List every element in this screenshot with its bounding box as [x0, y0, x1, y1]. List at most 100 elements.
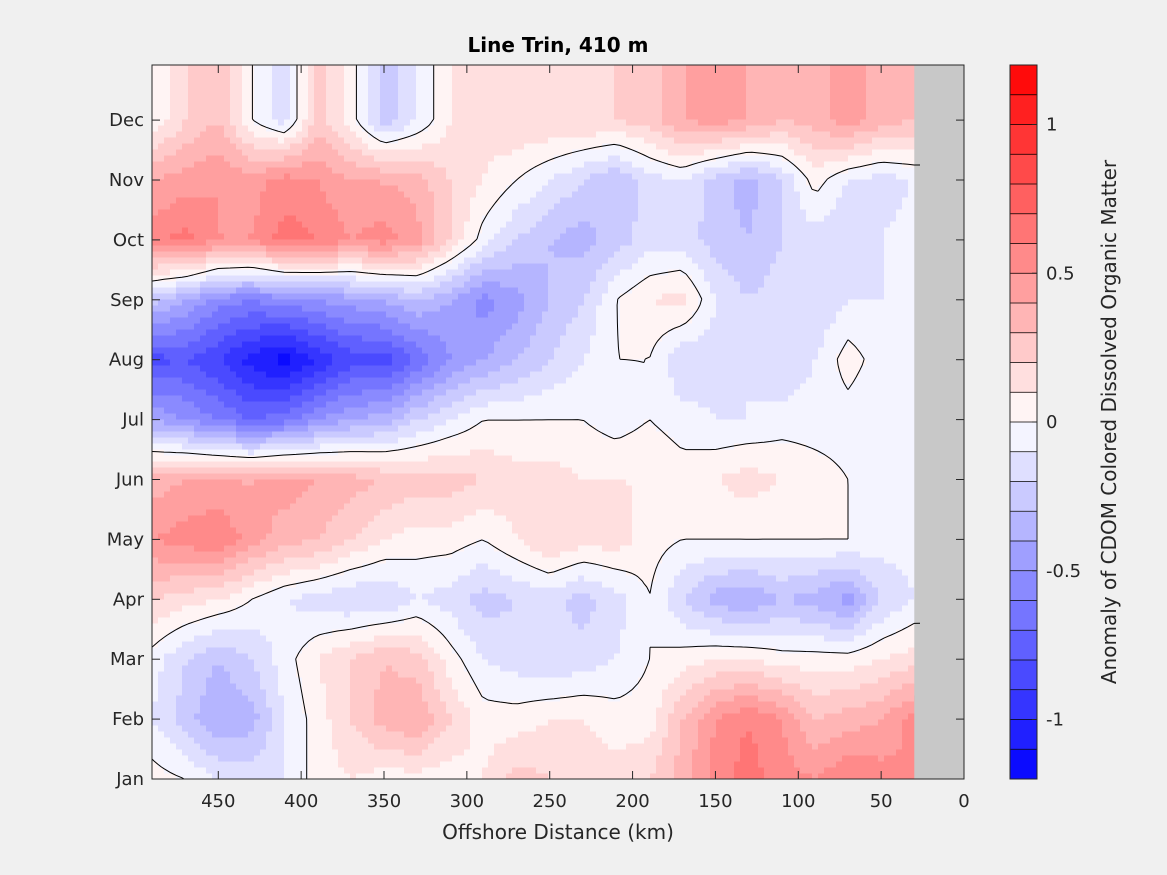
contour-cell	[506, 713, 513, 720]
contour-cell	[212, 551, 219, 558]
contour-cell	[470, 617, 477, 624]
contour-cell	[644, 545, 651, 552]
contour-cell	[272, 683, 279, 690]
contour-cell	[176, 647, 183, 654]
contour-cell	[872, 677, 879, 684]
contour-cell	[830, 557, 837, 564]
contour-cell	[422, 707, 429, 714]
contour-cell	[500, 713, 507, 720]
contour-cell	[728, 671, 735, 678]
contour-cell	[260, 683, 267, 690]
contour-cell	[686, 677, 693, 684]
contour-cell	[848, 593, 855, 600]
contour-cell	[350, 761, 357, 768]
contour-cell	[656, 665, 663, 672]
contour-cell	[734, 563, 741, 570]
contour-cell	[656, 587, 663, 594]
contour-cell	[608, 635, 615, 642]
contour-cell	[902, 641, 909, 648]
contour-cell	[668, 629, 675, 636]
contour-cell	[566, 755, 573, 762]
contour-cell	[284, 593, 291, 600]
contour-cell	[326, 719, 333, 726]
contour-cell	[644, 611, 651, 618]
contour-cell	[176, 737, 183, 744]
contour-cell	[902, 743, 909, 750]
contour-cell	[800, 695, 807, 702]
contour-cell	[710, 647, 717, 654]
contour-cell	[422, 635, 429, 642]
contour-cell	[380, 707, 387, 714]
contour-cell	[776, 623, 783, 630]
contour-cell	[566, 737, 573, 744]
contour-cell	[608, 575, 615, 582]
contour-cell	[260, 581, 267, 588]
contour-cell	[824, 617, 831, 624]
contour-cell	[842, 575, 849, 582]
contour-cell	[566, 647, 573, 654]
contour-cell	[668, 767, 675, 774]
contour-cell	[278, 593, 285, 600]
contour-cell	[296, 743, 303, 750]
contour-cell	[470, 671, 477, 678]
contour-cell	[476, 761, 483, 768]
contour-cell	[350, 737, 357, 744]
contour-cell	[764, 635, 771, 642]
contour-cell	[662, 767, 669, 774]
contour-cell	[314, 647, 321, 654]
contour-cell	[842, 695, 849, 702]
contour-cell	[398, 611, 405, 618]
contour-cell	[656, 713, 663, 720]
contour-cell	[368, 659, 375, 666]
contour-cell	[764, 557, 771, 564]
contour-cell	[716, 689, 723, 696]
contour-cell	[302, 605, 309, 612]
contour-cell	[548, 677, 555, 684]
contour-cell	[440, 773, 447, 780]
contour-cell	[494, 761, 501, 768]
contour-cell	[296, 569, 303, 576]
contour-cell	[752, 701, 759, 708]
contour-cell	[878, 707, 885, 714]
contour-cell	[176, 701, 183, 708]
contour-cell	[884, 701, 891, 708]
contour-cell	[908, 671, 915, 678]
contour-cell	[566, 557, 573, 564]
contour-cell	[818, 605, 825, 612]
contour-cell	[800, 629, 807, 636]
contour-cell	[452, 767, 459, 774]
contour-cell	[530, 617, 537, 624]
contour-cell	[548, 623, 555, 630]
contour-cell	[590, 605, 597, 612]
contour-cell	[908, 731, 915, 738]
contour-cell	[278, 587, 285, 594]
contour-cell	[308, 653, 315, 660]
contour-cell	[290, 767, 297, 774]
contour-cell	[572, 767, 579, 774]
contour-cell	[416, 773, 423, 780]
contour-cell	[260, 725, 267, 732]
contour-cell	[710, 683, 717, 690]
contour-cell	[548, 599, 555, 606]
contour-cell	[272, 575, 279, 582]
contour-cell	[428, 623, 435, 630]
contour-cell	[884, 545, 891, 552]
contour-cell	[596, 611, 603, 618]
contour-cell	[200, 647, 207, 654]
contour-cell	[506, 575, 513, 582]
contour-cell	[656, 629, 663, 636]
contour-cell	[692, 587, 699, 594]
contour-cell	[260, 695, 267, 702]
contour-cell	[716, 599, 723, 606]
contour-cell	[842, 743, 849, 750]
contour-cell	[662, 665, 669, 672]
contour-cell	[182, 569, 189, 576]
contour-cell	[386, 587, 393, 594]
contour-cell	[770, 719, 777, 726]
contour-cell	[200, 629, 207, 636]
contour-cell	[236, 545, 243, 552]
contour-cell	[872, 599, 879, 606]
contour-cell	[560, 713, 567, 720]
contour-cell	[206, 731, 213, 738]
contour-cell	[434, 611, 441, 618]
